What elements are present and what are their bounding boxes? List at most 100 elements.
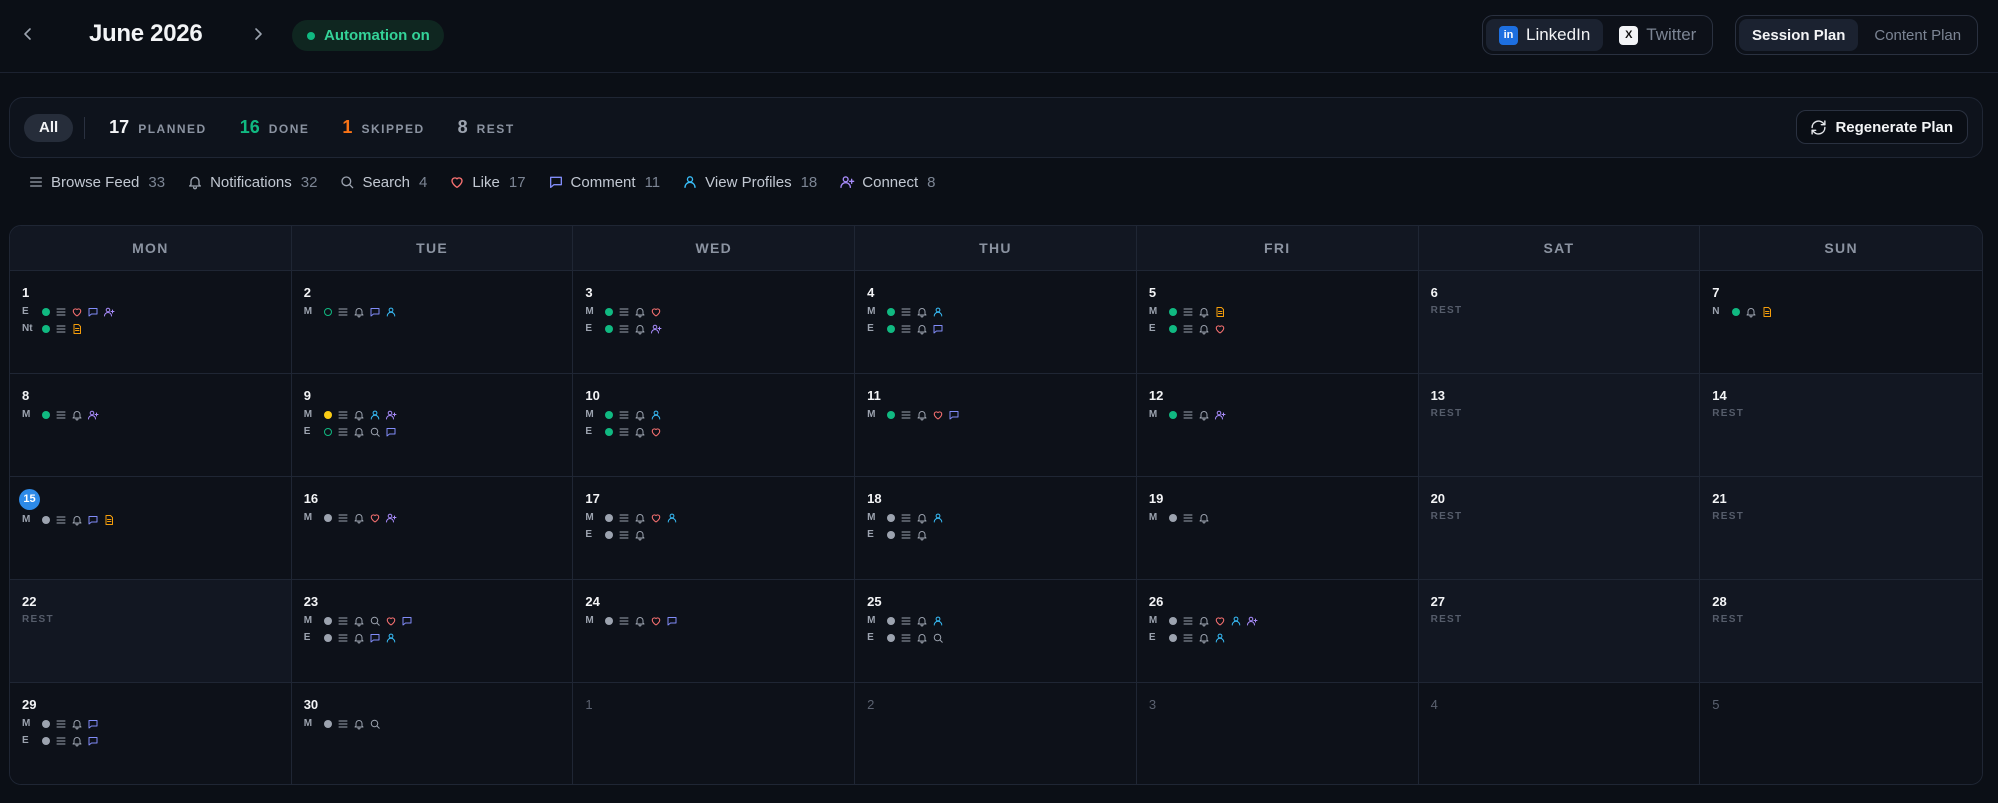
calendar-day-outside[interactable]: 1 [573,683,856,784]
calendar-day[interactable]: 23 M E [291,580,574,683]
calendar-day[interactable]: 12 M [1136,374,1419,477]
session-row[interactable]: E [585,321,854,336]
calendar-day-outside[interactable]: 2 [855,683,1137,784]
calendar-day[interactable]: 6 REST [1418,271,1701,374]
session-row[interactable]: M [585,407,854,422]
tab-content-plan[interactable]: Content Plan [1874,26,1962,44]
prev-month-button[interactable] [16,22,40,46]
calendar-day[interactable]: 22 REST [10,580,292,683]
day-number: 12 [1148,388,1164,403]
calendar-day[interactable]: 11 M [855,374,1137,477]
automation-status-badge[interactable]: Automation on [292,20,444,51]
session-row[interactable]: M [867,510,1136,525]
calendar-day[interactable]: 27 REST [1418,580,1701,683]
search-icon [369,426,381,438]
calendar-day-outside[interactable]: 5 [1700,683,1982,784]
day-number: 13 [1430,388,1446,403]
session-row[interactable]: M [867,613,1136,628]
platform-tab-linkedin[interactable]: in LinkedIn [1486,19,1604,51]
tab-session-plan[interactable]: Session Plan [1739,19,1859,51]
session-row[interactable]: M [1149,407,1418,422]
session-row[interactable]: M [304,716,573,731]
session-row[interactable]: E [1149,321,1418,336]
session-row[interactable]: M [22,407,291,422]
stat-rest[interactable]: 8 REST [458,117,515,138]
session-row[interactable]: M [304,407,573,422]
filter-all-button[interactable]: All [24,113,74,142]
calendar-day[interactable]: 19 M [1136,477,1419,580]
session-row[interactable]: M [304,613,573,628]
session-row[interactable]: E [585,424,854,439]
stat-skipped[interactable]: 1 SKIPPED [342,117,424,138]
legend-item-comment[interactable]: Comment 11 [548,174,660,191]
stat-label: REST [476,122,515,136]
calendar-day[interactable]: 17 M E [573,477,856,580]
calendar-day[interactable]: 28 REST [1700,580,1982,683]
session-row[interactable]: E [867,630,1136,645]
session-row[interactable]: M [867,304,1136,319]
session-status-planned-icon [887,513,896,522]
stat-done[interactable]: 16 DONE [240,117,310,138]
session-row[interactable]: E [867,527,1136,542]
calendar-day[interactable]: 29 M E [10,683,292,784]
calendar-day[interactable]: 20 REST [1418,477,1701,580]
legend-item-bell[interactable]: Notifications 32 [187,174,317,191]
session-row[interactable]: M [585,304,854,319]
regenerate-plan-button[interactable]: Regenerate Plan [1796,110,1968,144]
session-row[interactable]: M [22,716,291,731]
notification-bell-icon [353,306,365,318]
calendar-day[interactable]: 30 M [291,683,574,784]
session-row[interactable]: E [304,424,573,439]
rest-label: REST [1430,614,1463,625]
session-row[interactable]: M [867,407,1136,422]
calendar-day[interactable]: 14 REST [1700,374,1982,477]
calendar-day[interactable]: 1 E Nt [10,271,292,374]
legend-item-feed[interactable]: Browse Feed 33 [28,174,165,191]
session-row[interactable]: M [585,510,854,525]
calendar-day[interactable]: 25 M E [855,580,1137,683]
next-month-button[interactable] [246,22,270,46]
calendar-day[interactable]: 18 M E [855,477,1137,580]
legend-item-user[interactable]: View Profiles 18 [682,174,817,191]
session-row[interactable]: N [1712,304,1982,319]
session-row[interactable]: E [1149,630,1418,645]
calendar-day-outside[interactable]: 4 [1418,683,1701,784]
calendar-day[interactable]: 15 M [10,477,292,580]
legend-item-connect[interactable]: Connect 8 [839,174,936,191]
today-day-number: 15 [19,489,40,510]
calendar-day[interactable]: 16 M [291,477,574,580]
session-row[interactable]: E [22,733,291,748]
session-row[interactable]: Nt [22,321,291,336]
calendar-day[interactable]: 21 REST [1700,477,1982,580]
calendar-day[interactable]: 10 M E [573,374,856,477]
session-row[interactable]: E [22,304,291,319]
session-row[interactable]: E [304,630,573,645]
calendar-day-outside[interactable]: 3 [1136,683,1419,784]
calendar-day[interactable]: 26 M E [1136,580,1419,683]
session-row[interactable]: E [585,527,854,542]
browse-feed-icon [337,512,349,524]
legend-item-heart[interactable]: Like 17 [449,174,526,191]
session-row[interactable]: M [22,512,291,527]
session-row[interactable]: M [1149,613,1418,628]
calendar-day[interactable]: 24 M [573,580,856,683]
legend-item-search[interactable]: Search 4 [339,174,427,191]
stat-planned[interactable]: 17 PLANNED [109,117,207,138]
session-row[interactable]: M [1149,510,1418,525]
browse-feed-icon [1182,306,1194,318]
platform-tab-twitter[interactable]: X Twitter [1606,19,1709,51]
session-row[interactable]: M [585,613,854,628]
session-row[interactable]: M [304,304,573,319]
platform-switcher: in LinkedIn X Twitter [1482,15,1714,55]
session-row[interactable]: M [304,510,573,525]
session-row[interactable]: E [867,321,1136,336]
session-row[interactable]: M [1149,304,1418,319]
calendar-day[interactable]: 13 REST [1418,374,1701,477]
